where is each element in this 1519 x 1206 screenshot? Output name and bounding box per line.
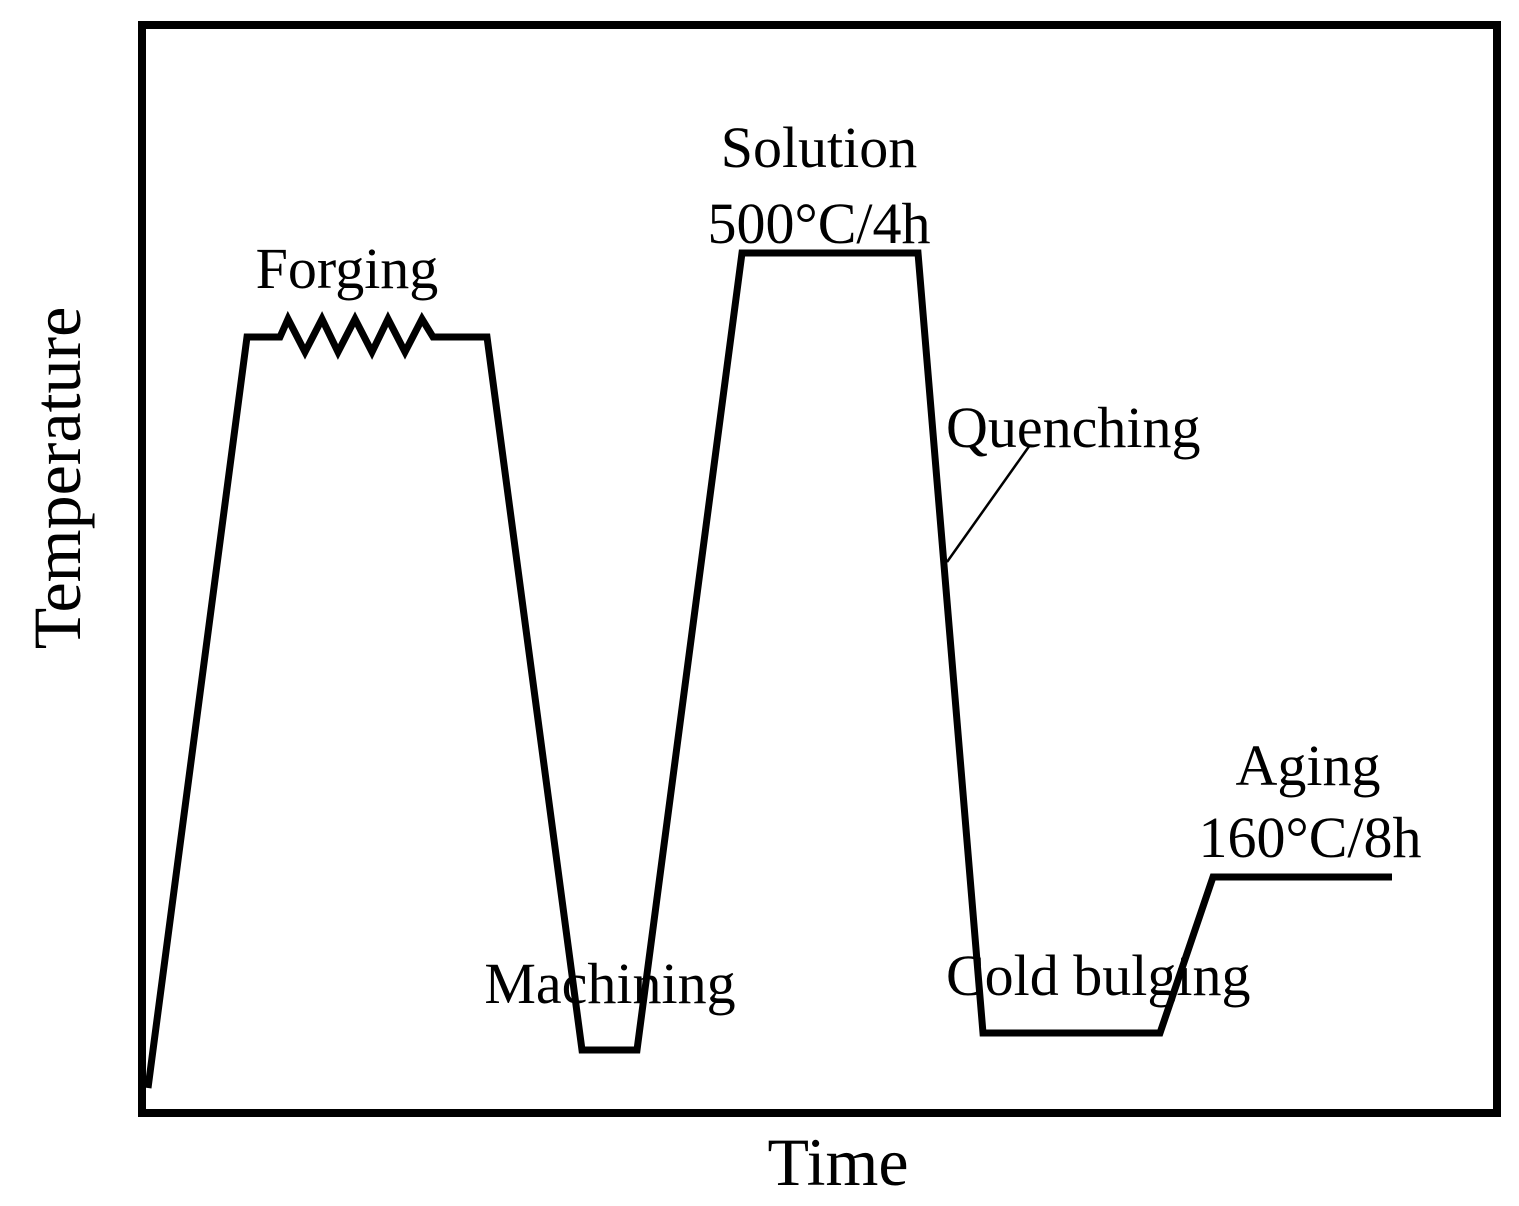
solution-label-line1: Solution — [721, 115, 918, 180]
quenching-leader-line — [945, 444, 1032, 563]
forging-label: Forging — [256, 236, 439, 301]
quenching-label: Quenching — [946, 395, 1201, 460]
machining-label: Machining — [484, 951, 735, 1016]
cold-bulging-label: Cold bulging — [946, 943, 1251, 1008]
y-axis-label: Temperature — [19, 307, 95, 650]
plot-border — [138, 21, 1501, 1117]
aging-label-line2: 160°C/8h — [1199, 805, 1422, 870]
solution-label-line2: 500°C/4h — [708, 191, 931, 256]
aging-label-line1: Aging — [1236, 733, 1381, 798]
x-axis-label: Time — [767, 1124, 908, 1200]
temperature-curve — [144, 249, 1392, 1089]
